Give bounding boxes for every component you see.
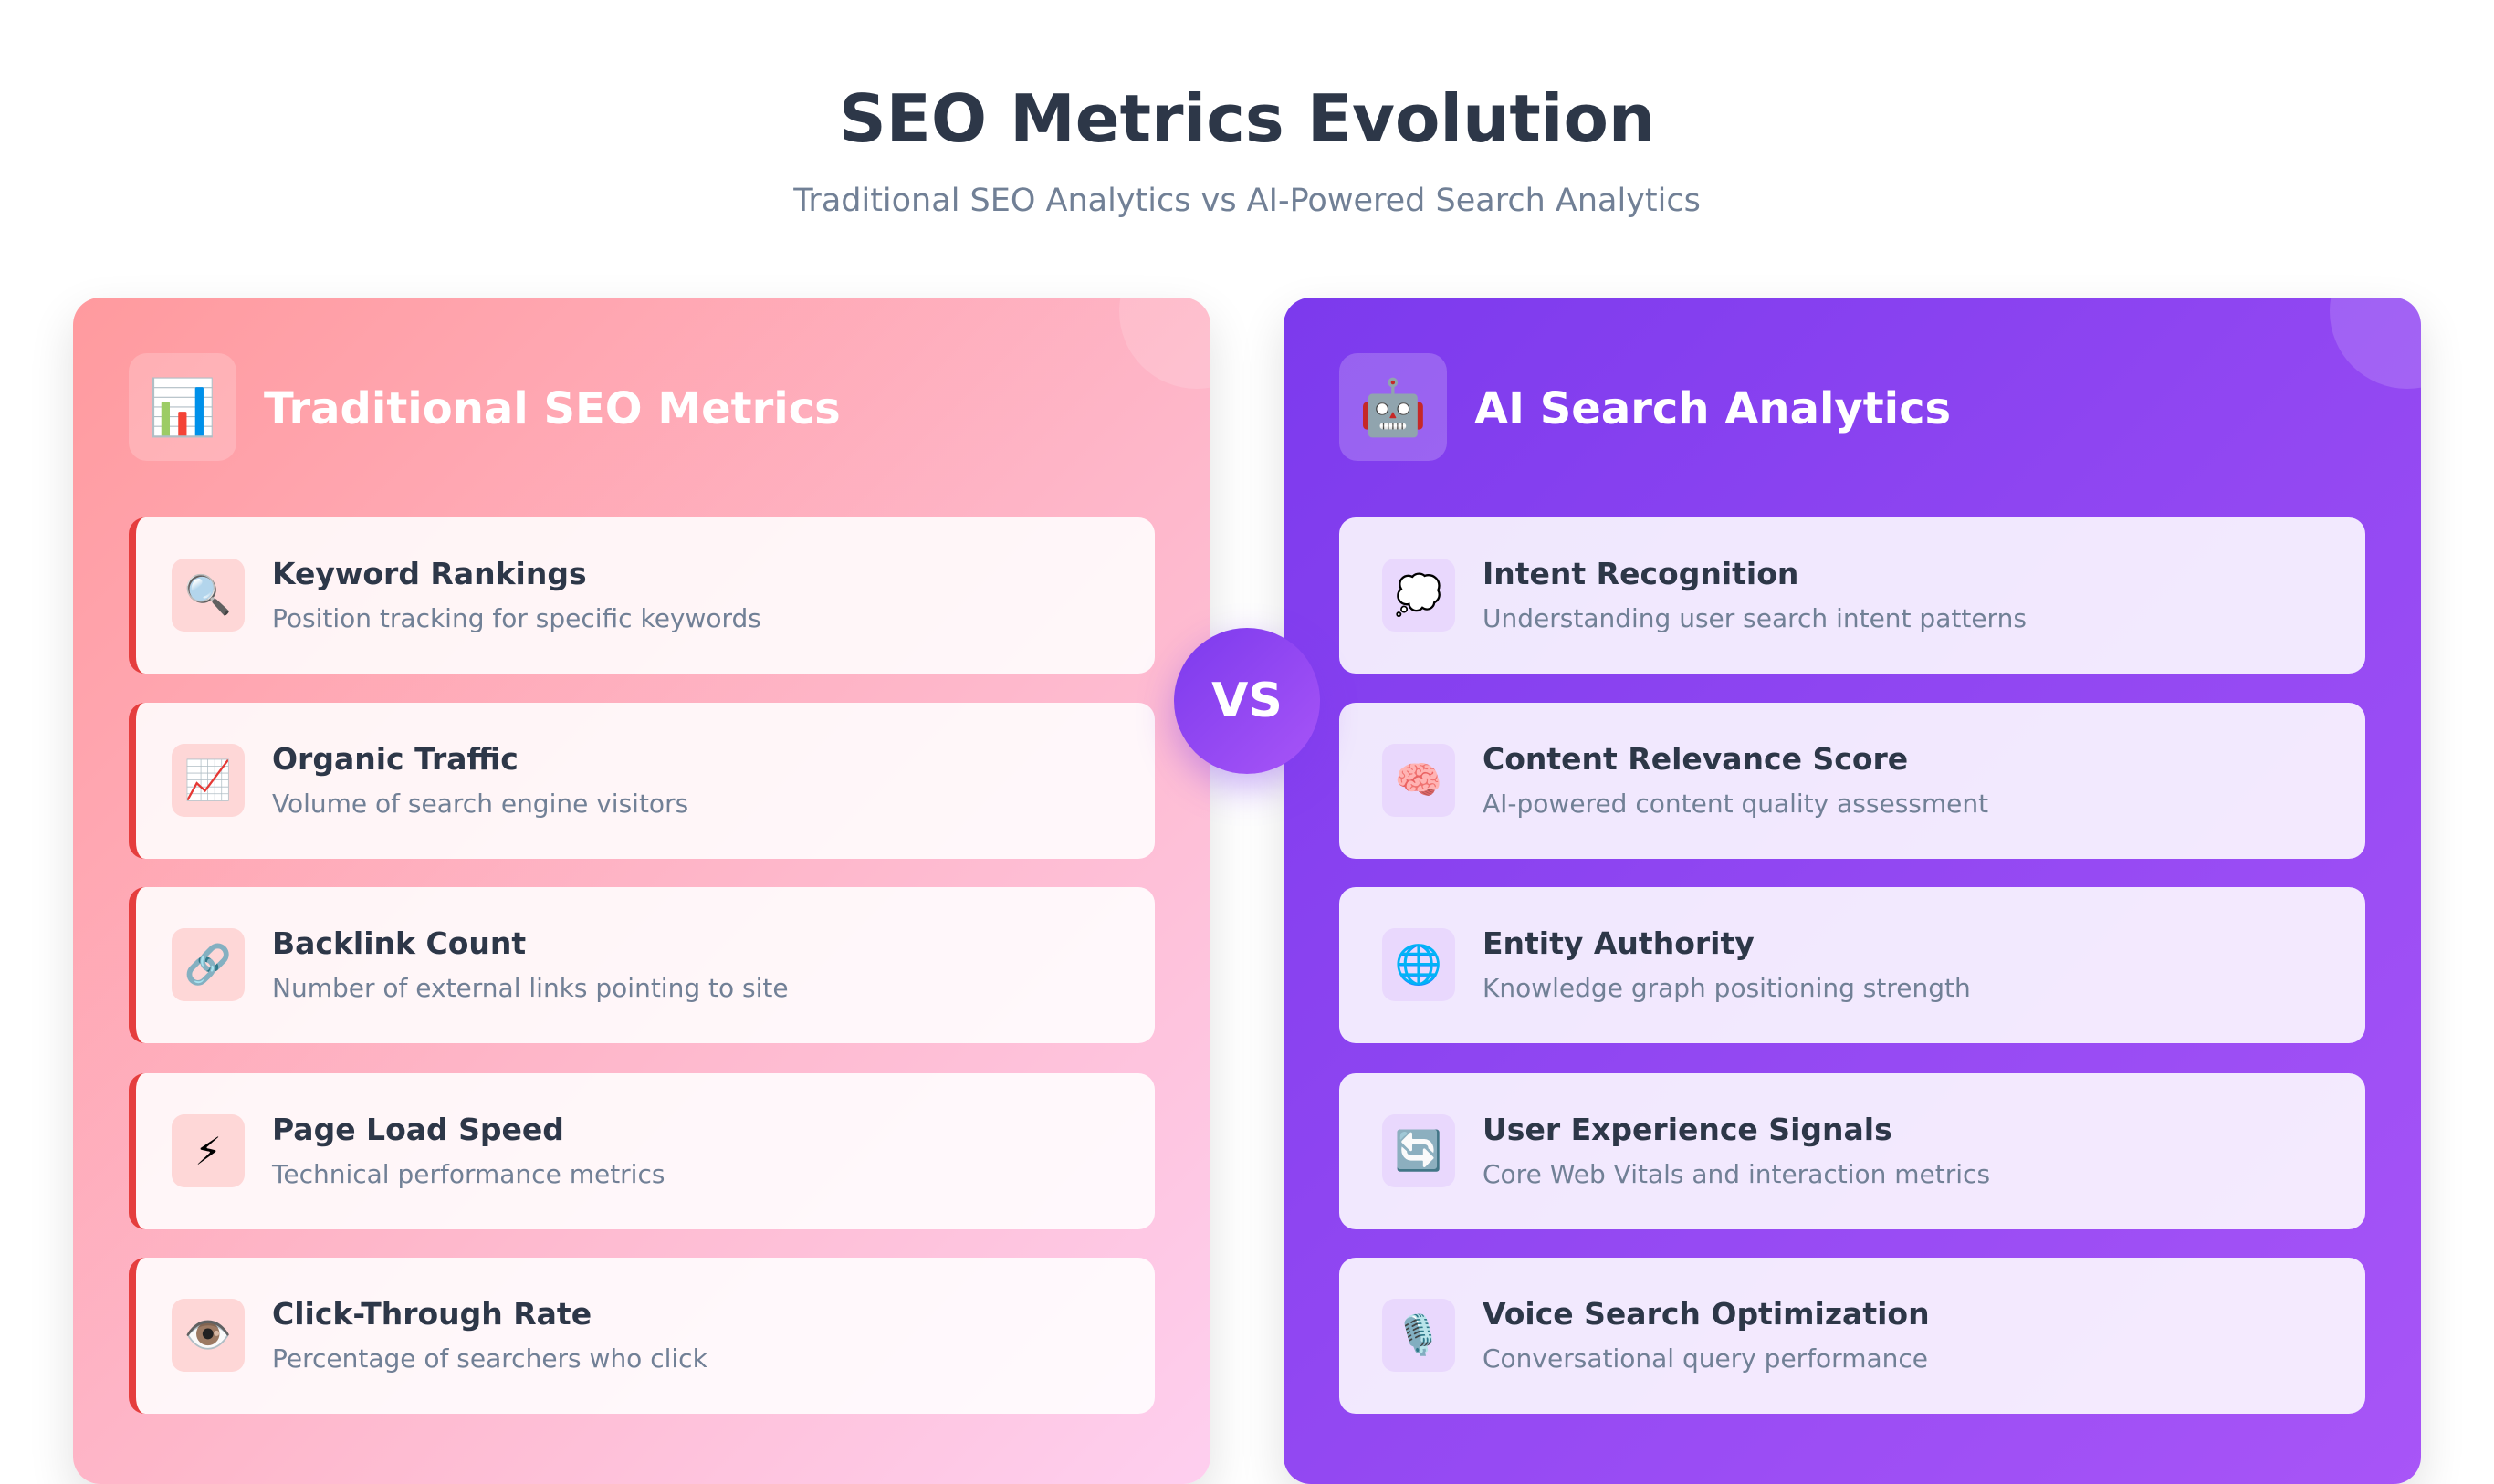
metric-card: 🎙️ Voice Search Optimization Conversationa… [1339,1258,2365,1414]
metric-title: User Experience Signals [1483,1112,1892,1147]
metric-icon: 🎙️ [1382,1299,1455,1372]
metric-description: Number of external links pointing to sit… [272,973,789,1003]
panel-icon: 🤖 [1339,353,1447,461]
decoration [2330,298,2421,389]
metric-card: 🧠 Content Relevance Score AI-powered conte… [1339,703,2365,859]
metric-description: AI-powered content quality assessment [1483,789,1989,819]
metric-icon: 💭 [1382,559,1455,632]
metric-title: Intent Recognition [1483,556,1799,591]
metric-icon: 🔗 [172,928,245,1001]
panel-title: AI Search Analytics [1474,383,1952,434]
metric-description: Percentage of searchers who click [272,1343,707,1374]
panel-title: Traditional SEO Metrics [264,383,841,434]
metric-title: Content Relevance Score [1483,741,1909,777]
metric-description: Position tracking for specific keywords [272,603,761,633]
metric-icon: 🧠 [1382,744,1455,817]
metric-description: Knowledge graph positioning strength [1483,973,1971,1003]
metric-card: 🔄 User Experience Signals Core Web Vitals … [1339,1073,2365,1229]
metric-icon: 🔍 [172,559,245,632]
metric-description: Core Web Vitals and interaction metrics [1483,1159,1991,1189]
metric-title: Backlink Count [272,925,527,961]
metric-title: Click-Through Rate [272,1296,592,1332]
metric-card: 👁️ Click-Through Rate Percentage of search… [129,1258,1155,1414]
metric-description: Volume of search engine visitors [272,789,689,819]
metric-icon: 👁️ [172,1299,245,1372]
metric-card: 💭 Intent Recognition Understanding user se… [1339,517,2365,674]
metric-title: Page Load Speed [272,1112,564,1147]
metric-card: 🔗 Backlink Count Number of external links … [129,887,1155,1043]
metric-title: Organic Traffic [272,741,519,777]
metric-card: 🌐 Entity Authority Knowledge graph positio… [1339,887,2365,1043]
metric-card: 🔍 Keyword Rankings Position tracking for s… [129,517,1155,674]
page-subtitle: Traditional SEO Analytics vs AI-Powered … [793,183,1701,219]
metric-icon: 🌐 [1382,928,1455,1001]
metric-card: 📈 Organic Traffic Volume of search engine … [129,703,1155,859]
page: SEO Metrics Evolution Traditional SEO An… [73,80,2421,1484]
metric-icon: ⚡ [172,1114,245,1187]
page-title: SEO Metrics Evolution [838,80,1656,157]
metric-description: Conversational query performance [1483,1343,1929,1374]
decoration [1119,298,1210,389]
vs-badge: VS [1174,628,1320,774]
panel: 📊 Traditional SEO Metrics 🔍 Keyword Ranking… [73,298,1210,1484]
metric-description: Technical performance metrics [272,1159,665,1189]
metric-card: ⚡ Page Load Speed Technical performance me… [129,1073,1155,1229]
metric-description: Understanding user search intent pattern… [1483,603,2027,633]
panel: 🤖 AI Search Analytics 💭 Intent Recognition U… [1284,298,2421,1484]
metric-icon: 🔄 [1382,1114,1455,1187]
panel-icon: 📊 [129,353,236,461]
metric-title: Voice Search Optimization [1483,1296,1930,1332]
metric-title: Entity Authority [1483,925,1755,961]
metric-icon: 📈 [172,744,245,817]
metric-title: Keyword Rankings [272,556,587,591]
